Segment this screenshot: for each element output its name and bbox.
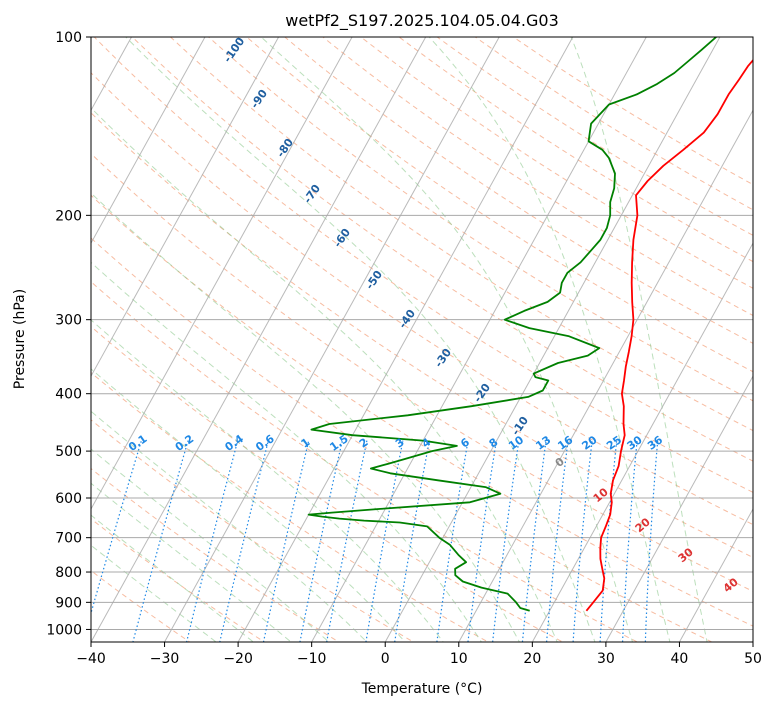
mixing-ratio-line <box>262 440 310 642</box>
mixing-ratio-line <box>132 440 189 642</box>
isotherm-line <box>605 375 753 642</box>
x-axis-label: Temperature (°C) <box>361 681 483 697</box>
mixing-ratio-line <box>299 440 343 642</box>
dry-adiabat-line <box>398 37 753 263</box>
dry-adiabat-line <box>91 371 490 642</box>
y-axis: 100 200 300 400 500 600 700 800 900 1000 <box>46 30 91 638</box>
dry-adiabat-line <box>91 325 564 642</box>
x-tick-label: 20 <box>523 651 541 667</box>
moist-adiabat-line <box>91 261 483 642</box>
moist-adiabat-line <box>91 107 558 642</box>
y-tick-label: 300 <box>55 313 82 329</box>
mixing-ratio-line <box>219 440 269 642</box>
moist-adiabat-line <box>91 410 368 642</box>
x-tick-label: 40 <box>671 651 689 667</box>
dry-adiabat-line <box>474 37 753 211</box>
y-tick-label: 400 <box>55 387 82 403</box>
isotherm-line <box>91 37 353 511</box>
isotherm-line <box>531 242 753 642</box>
moist-adiabat-line <box>570 37 708 642</box>
x-axis: −40 −30 −20 −10 0 10 20 30 40 50 <box>76 642 762 667</box>
moist-adiabat-line <box>91 482 292 642</box>
dry-adiabat-line <box>284 37 753 344</box>
temperature-line <box>585 58 753 612</box>
dry-adiabat-line <box>91 194 753 627</box>
isotherm-line <box>458 109 753 642</box>
y-tick-label: 700 <box>55 531 82 547</box>
x-tick-label: 30 <box>597 651 615 667</box>
mixing-ratio-line <box>394 440 430 642</box>
moist-adiabat-line <box>91 319 444 642</box>
isotherm-line <box>91 37 280 378</box>
y-tick-label: 500 <box>55 444 82 460</box>
background-lines <box>91 37 753 642</box>
dry-adiabat-line <box>322 37 753 317</box>
moist-adiabat-line <box>428 37 671 642</box>
y-tick-label: 1000 <box>46 622 82 638</box>
dry-adiabat-line <box>91 518 266 642</box>
x-tick-label: −30 <box>150 651 180 667</box>
y-axis-label: Pressure (hPa) <box>12 289 28 389</box>
dry-adiabat-line <box>91 112 753 559</box>
x-tick-label: −10 <box>297 651 327 667</box>
moist-adiabat-line <box>91 544 217 642</box>
x-tick-label: −40 <box>76 651 106 667</box>
x-tick-label: 0 <box>381 651 390 667</box>
dewpoint-line <box>307 37 717 612</box>
moist-adiabat-line <box>91 448 330 642</box>
y-tick-label: 600 <box>55 491 82 507</box>
isotherm-line <box>91 37 206 245</box>
isotherm-line <box>678 507 753 642</box>
x-tick-label: 50 <box>744 651 762 667</box>
isotherm-line <box>91 37 427 642</box>
dry-adiabat-line <box>91 237 713 642</box>
dry-adiabat-line <box>91 281 639 642</box>
mixing-ratio-line <box>185 440 239 642</box>
isotherm-line <box>237 37 574 642</box>
y-tick-label: 100 <box>55 30 82 46</box>
chart-title: wetPf2_S197.2025.104.05.04.G03 <box>285 11 559 31</box>
x-tick-label: 10 <box>450 651 468 667</box>
plot-frame <box>90 36 754 643</box>
moist-adiabat-line <box>91 368 406 642</box>
isotherm-line <box>163 37 500 642</box>
x-tick-label: −20 <box>223 651 253 667</box>
profile-lines <box>307 37 753 612</box>
isotherm-line <box>384 37 721 642</box>
moist-adiabat-line <box>125 37 596 642</box>
mixing-ratio-line <box>326 440 368 642</box>
dry-adiabat-line <box>91 72 753 526</box>
y-tick-label: 900 <box>55 595 82 611</box>
y-tick-label: 800 <box>55 565 82 581</box>
mixing-ratio-line <box>91 440 142 616</box>
isotherm-line <box>311 37 647 642</box>
dry-adiabat-line <box>207 37 753 402</box>
dry-adiabat-line <box>93 37 753 493</box>
mixing-ratio-line <box>365 440 404 642</box>
y-tick-label: 200 <box>55 208 82 224</box>
